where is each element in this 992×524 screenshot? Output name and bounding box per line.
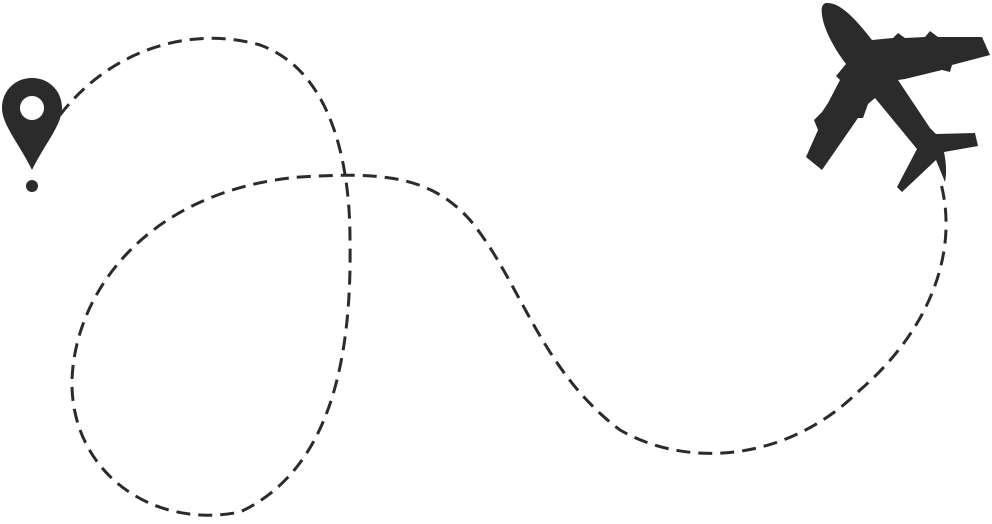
airplane-icon bbox=[806, 2, 990, 192]
map-pin-icon bbox=[2, 78, 62, 192]
dashed-flight-path bbox=[58, 36, 948, 517]
